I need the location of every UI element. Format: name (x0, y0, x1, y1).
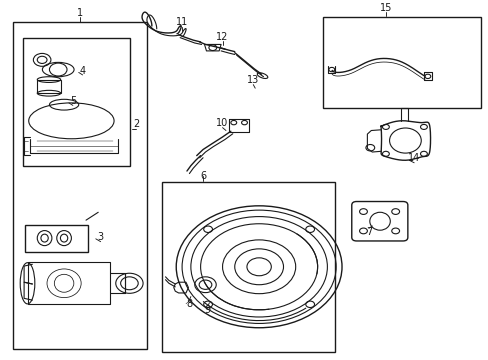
Text: 8: 8 (186, 299, 192, 309)
Bar (322, 17, 480, 108)
Text: 1: 1 (77, 8, 83, 18)
Bar (22, 39, 130, 166)
Text: 10: 10 (216, 118, 228, 128)
Bar (37, 80, 61, 93)
Text: 6: 6 (200, 171, 206, 181)
Text: 2: 2 (133, 120, 139, 129)
Text: 5: 5 (70, 96, 76, 106)
Text: 7: 7 (365, 227, 371, 237)
Bar (161, 182, 334, 352)
Bar (13, 22, 147, 348)
Bar (25, 225, 88, 252)
Text: 11: 11 (176, 17, 188, 27)
Text: 9: 9 (204, 305, 210, 315)
Text: 15: 15 (379, 3, 391, 13)
Text: 4: 4 (80, 66, 85, 76)
Text: 14: 14 (407, 153, 420, 163)
Text: 12: 12 (216, 32, 228, 41)
Text: 3: 3 (98, 232, 103, 242)
Text: 13: 13 (246, 75, 259, 85)
